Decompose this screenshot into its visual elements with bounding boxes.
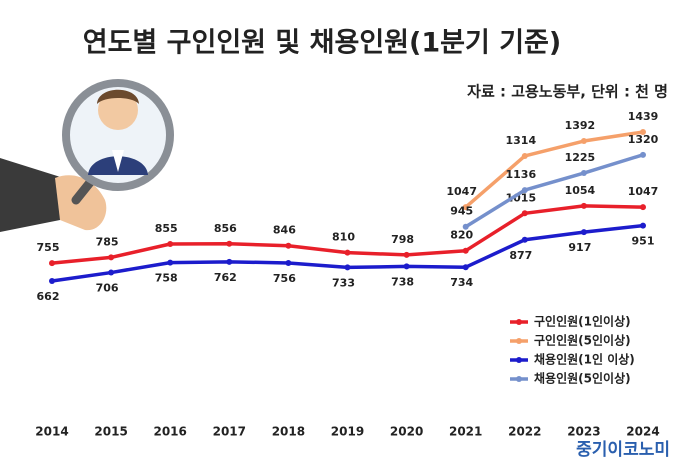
x-tick-label: 2019 [331, 425, 364, 439]
data-label: 1047 [446, 185, 477, 198]
data-label: 945 [450, 205, 473, 218]
point [108, 269, 115, 276]
data-label: 758 [155, 272, 178, 285]
data-label: 1439 [628, 110, 659, 123]
point [226, 258, 233, 265]
point [521, 236, 528, 243]
legend-label: 구인인원(1인이상) [534, 314, 631, 329]
point [285, 242, 292, 249]
point [462, 264, 469, 271]
data-label: 734 [450, 276, 473, 289]
legend-marker [516, 319, 522, 325]
legend-marker [516, 357, 522, 363]
data-label: 846 [273, 224, 296, 237]
point [521, 187, 528, 194]
data-label: 877 [509, 249, 532, 262]
data-label: 733 [332, 276, 355, 289]
data-label: 706 [96, 282, 119, 295]
point [580, 202, 587, 209]
chart-title: 연도별 구인인원 및 채용인원(1분기 기준) [83, 28, 562, 59]
data-label: 1320 [628, 133, 659, 146]
point [403, 251, 410, 258]
point [344, 264, 351, 271]
point [640, 151, 646, 158]
point [580, 170, 587, 177]
data-label: 755 [37, 241, 60, 254]
point [640, 129, 646, 135]
data-label: 1225 [565, 151, 596, 164]
point [580, 138, 587, 145]
data-label: 738 [391, 275, 414, 288]
x-tick-label: 2020 [390, 425, 423, 439]
point [521, 152, 528, 159]
point [640, 222, 646, 229]
data-label: 820 [450, 229, 473, 242]
data-label: 1047 [628, 185, 659, 198]
magnifier-illustration [0, 79, 174, 232]
point [49, 260, 55, 267]
data-label: 798 [391, 233, 414, 246]
data-label: 785 [96, 235, 119, 248]
point [640, 204, 646, 211]
series-line [464, 130, 644, 209]
point [462, 223, 469, 230]
legend-label: 채용인원(5인이상) [534, 371, 631, 386]
data-label: 951 [632, 235, 655, 248]
x-tick-label: 2021 [449, 425, 482, 439]
x-tick-label: 2024 [626, 425, 659, 439]
point [344, 249, 351, 256]
data-label: 810 [332, 231, 355, 244]
x-tick-label: 2023 [567, 425, 600, 439]
x-tick-label: 2017 [213, 425, 246, 439]
legend-label: 구인인원(5인이상) [534, 333, 631, 348]
watermark: 중기이코노미 [576, 440, 670, 460]
point [108, 254, 115, 261]
data-label: 856 [214, 222, 237, 235]
subtitle: 자료 : 고용노동부, 단위 : 천 명 [467, 83, 668, 101]
legend-label: 채용인원(1인 이상) [534, 352, 635, 367]
data-label: 762 [214, 271, 237, 284]
x-tick-label: 2016 [153, 425, 186, 439]
point [226, 240, 233, 247]
data-label: 1054 [565, 184, 596, 197]
point [167, 240, 174, 247]
x-tick-label: 2014 [35, 425, 68, 439]
point [462, 247, 469, 254]
legend-marker [516, 338, 522, 344]
point [521, 210, 528, 217]
data-label: 1015 [505, 191, 536, 204]
point [285, 259, 292, 266]
series-line [464, 153, 644, 229]
data-label: 756 [273, 272, 296, 285]
point [49, 278, 55, 284]
data-label: 855 [155, 222, 178, 235]
x-tick-label: 2015 [94, 425, 127, 439]
data-label: 1314 [505, 134, 536, 147]
x-tick-label: 2022 [508, 425, 541, 439]
data-label: 917 [568, 241, 591, 254]
x-tick-label: 2018 [272, 425, 305, 439]
point [167, 259, 174, 266]
data-label: 1392 [565, 119, 596, 132]
point [403, 263, 410, 270]
point [580, 229, 587, 236]
legend-marker [516, 376, 522, 382]
data-label: 1136 [505, 168, 536, 181]
point [462, 204, 469, 211]
data-label: 662 [37, 290, 60, 303]
